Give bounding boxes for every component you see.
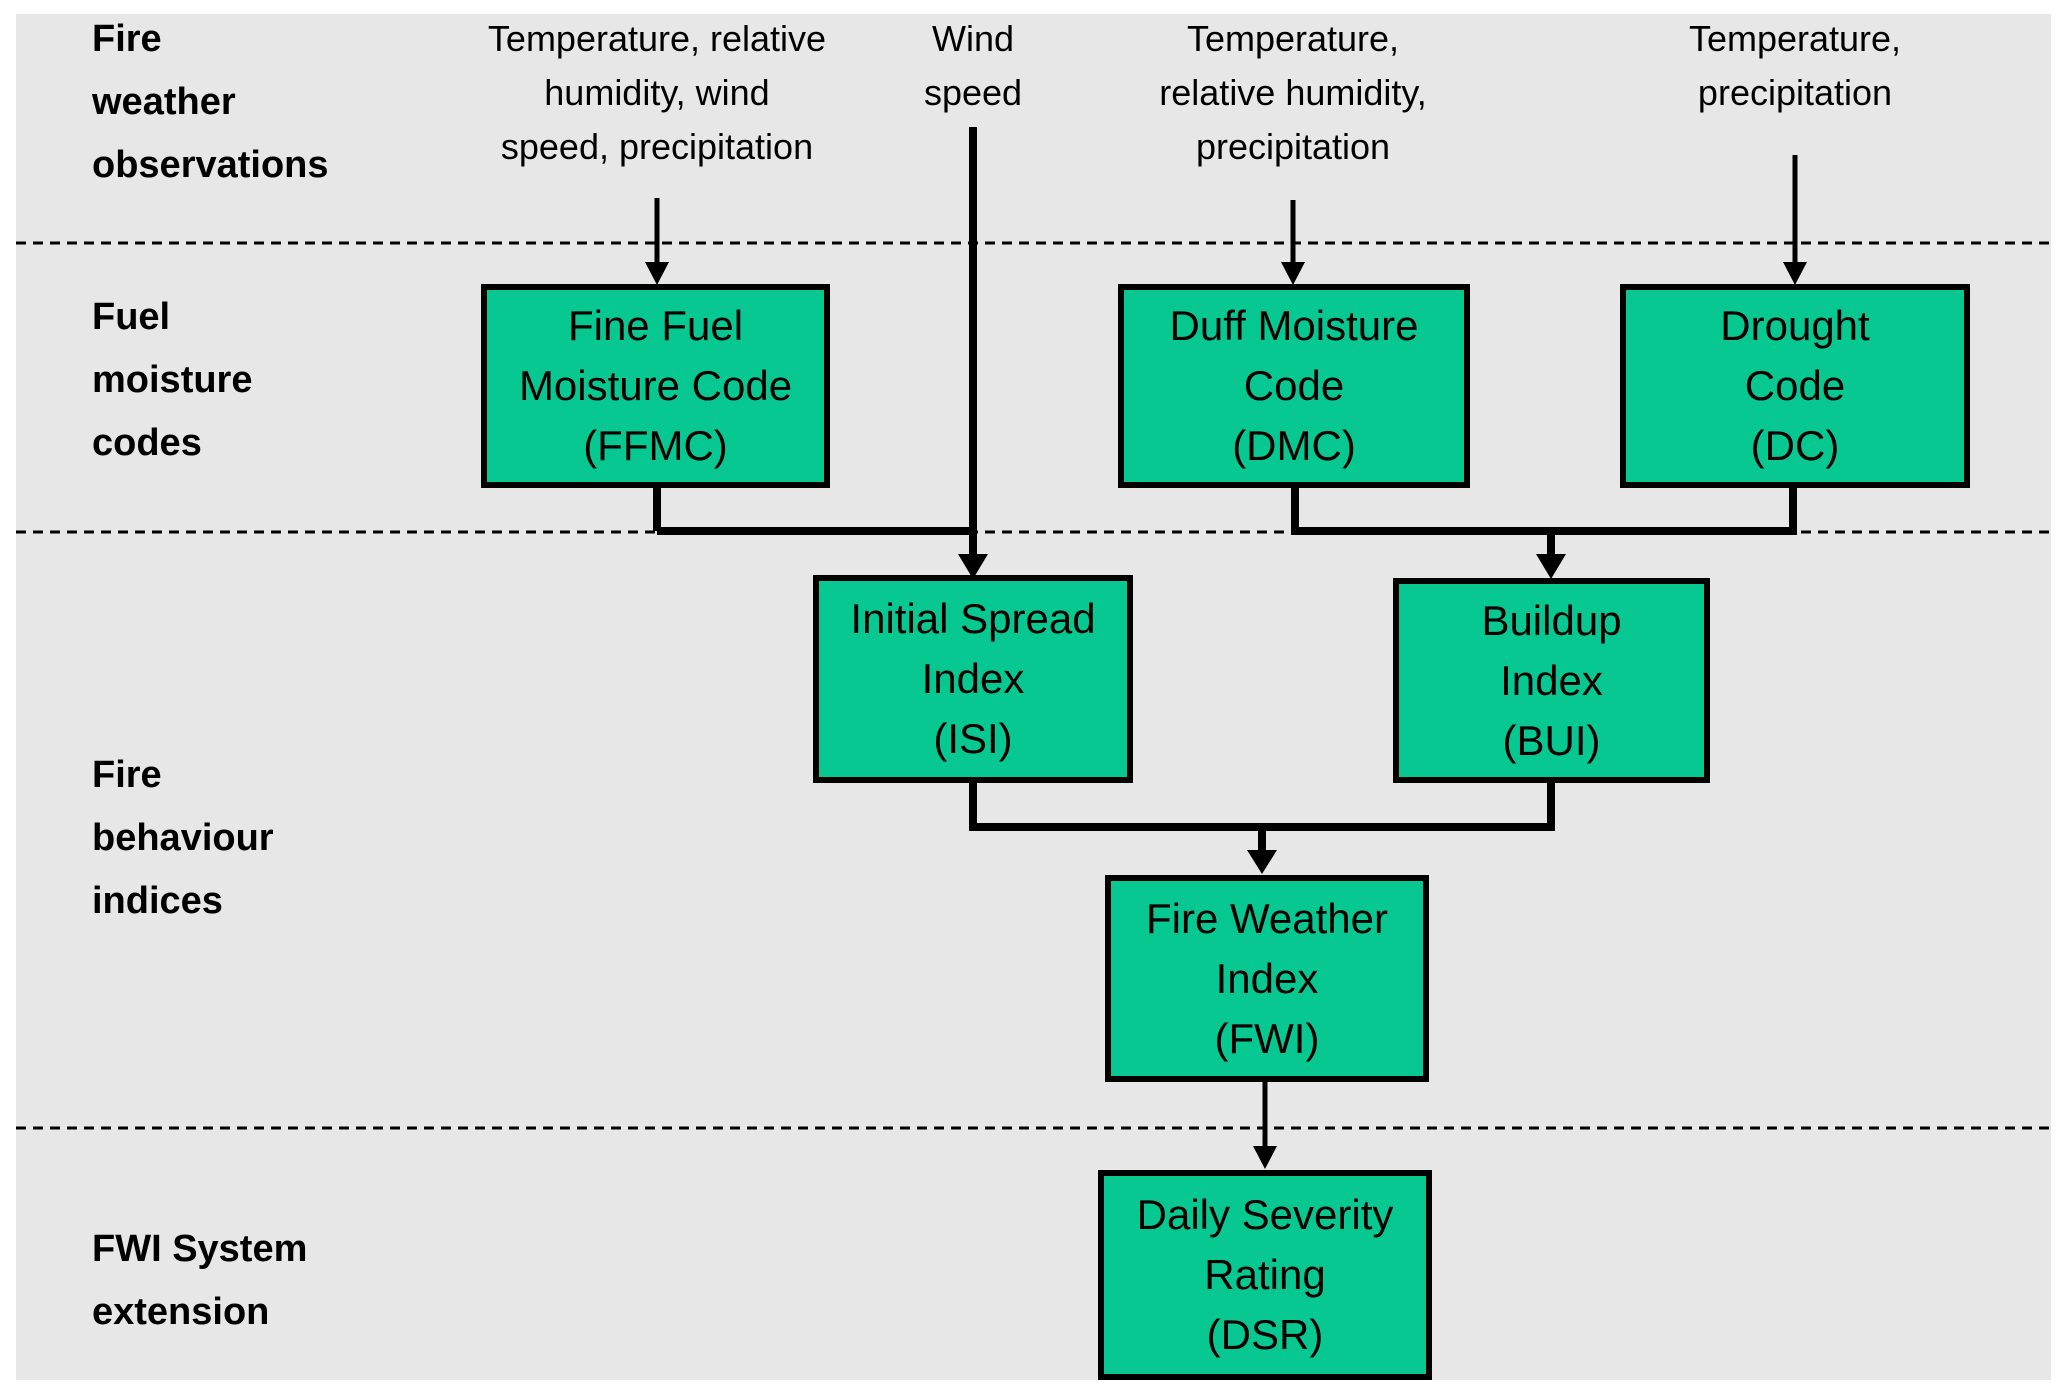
input-label-wind-speed: Wind speed: [924, 12, 1022, 120]
input-label-line: speed: [923, 72, 1023, 113]
input-label-line: Temperature,: [1688, 18, 1902, 59]
node-label-line: Code: [1243, 362, 1345, 409]
input-arrow-temp-to-dmc: [1281, 200, 1305, 285]
section-label-fire-weather-observations: Fire weather observations: [92, 8, 329, 197]
node-label-line: (DC): [1750, 422, 1840, 469]
node-label-line: Buildup: [1481, 596, 1622, 644]
input-line-wind-to-isi: [958, 127, 988, 579]
node-daily-severity-rating: Daily Severity Rating (DSR): [1098, 1170, 1432, 1380]
node-label-line: (ISI): [933, 715, 1013, 762]
node-label-line: (FFMC): [583, 422, 728, 469]
input-arrow-temp-to-dc: [1783, 155, 1807, 285]
section-label-line: codes: [92, 422, 202, 464]
section-label-fuel-moisture-codes: Fuel moisture codes: [92, 286, 252, 475]
input-label-temp-rh-wind-precip: Temperature, relative humidity, wind spe…: [488, 12, 826, 174]
input-arrow-temp-to-ffmc: [645, 198, 669, 285]
section-label-line: Fire: [92, 754, 162, 796]
arrowhead-icon: [1536, 554, 1566, 579]
node-label-line: Initial Spread: [850, 595, 1096, 642]
node-label-line: Drought: [1720, 302, 1870, 349]
section-label-line: Fuel: [92, 296, 171, 338]
connector-dmc-dc-to-bui: [1291, 486, 1797, 579]
input-label-line: relative humidity,: [1159, 72, 1427, 113]
node-label-line: Code: [1744, 362, 1846, 409]
connector-isi-bui-to-fwi: [969, 781, 1555, 874]
section-label-line: extension: [92, 1291, 270, 1333]
arrowhead-icon: [1281, 262, 1305, 285]
input-label-line: humidity, wind: [544, 72, 770, 113]
node-fire-weather-index: Fire Weather Index (FWI): [1105, 875, 1429, 1082]
input-label-temp-rh-precip: Temperature, relative humidity, precipit…: [1159, 12, 1426, 174]
node-label-line: Index: [921, 655, 1025, 702]
node-fine-fuel-moisture-code: Fine Fuel Moisture Code (FFMC): [481, 284, 830, 488]
node-label-line: Daily Severity: [1136, 1191, 1394, 1238]
node-label-line: Fire Weather: [1146, 894, 1388, 942]
node-label-line: (DMC): [1232, 422, 1356, 469]
node-duff-moisture-code: Duff Moisture Code (DMC): [1118, 284, 1470, 488]
node-initial-spread-index: Initial Spread Index (ISI): [813, 575, 1133, 783]
input-label-line: Temperature,: [1186, 18, 1400, 59]
section-label-line: moisture: [92, 359, 253, 401]
section-label-line: Fire: [92, 18, 162, 60]
input-label-line: Temperature, relative: [487, 18, 827, 59]
section-label-fire-behaviour-indices: Fire behaviour indices: [92, 744, 274, 933]
section-label-fwi-system-extension: FWI System extension: [92, 1218, 307, 1344]
connector-ffmc-to-isi: [653, 486, 973, 535]
arrowhead-icon: [1783, 262, 1807, 285]
input-label-temp-precip: Temperature, precipitation: [1689, 12, 1901, 120]
arrowhead-icon: [645, 262, 669, 285]
node-label-line: (BUI): [1502, 716, 1601, 764]
section-label-line: indices: [92, 880, 223, 922]
node-label-line: (FWI): [1214, 1014, 1320, 1062]
arrowhead-icon: [1247, 850, 1277, 874]
node-label-line: Moisture Code: [518, 362, 793, 409]
input-label-line: Wind: [931, 18, 1015, 59]
node-label-line: Index: [1215, 954, 1319, 1002]
node-label-line: (DSR): [1206, 1311, 1324, 1358]
node-label-line: Index: [1500, 656, 1603, 704]
section-label-line: FWI System: [92, 1228, 308, 1270]
arrowhead-icon: [1253, 1146, 1277, 1169]
node-drought-code: Drought Code (DC): [1620, 284, 1970, 488]
input-label-line: precipitation: [1195, 126, 1391, 167]
node-label-line: Duff Moisture: [1169, 302, 1419, 349]
node-label-line: Fine Fuel: [567, 302, 744, 349]
section-label-line: weather: [92, 81, 236, 123]
node-buildup-index: Buildup Index (BUI): [1393, 578, 1710, 783]
node-label-line: Rating: [1204, 1251, 1326, 1298]
connector-fwi-to-dsr: [1253, 1080, 1277, 1169]
section-label-line: observations: [92, 144, 329, 186]
input-label-line: precipitation: [1697, 72, 1893, 113]
arrowhead-icon: [958, 554, 988, 579]
input-label-line: speed, precipitation: [500, 126, 814, 167]
section-label-line: behaviour: [92, 817, 274, 859]
